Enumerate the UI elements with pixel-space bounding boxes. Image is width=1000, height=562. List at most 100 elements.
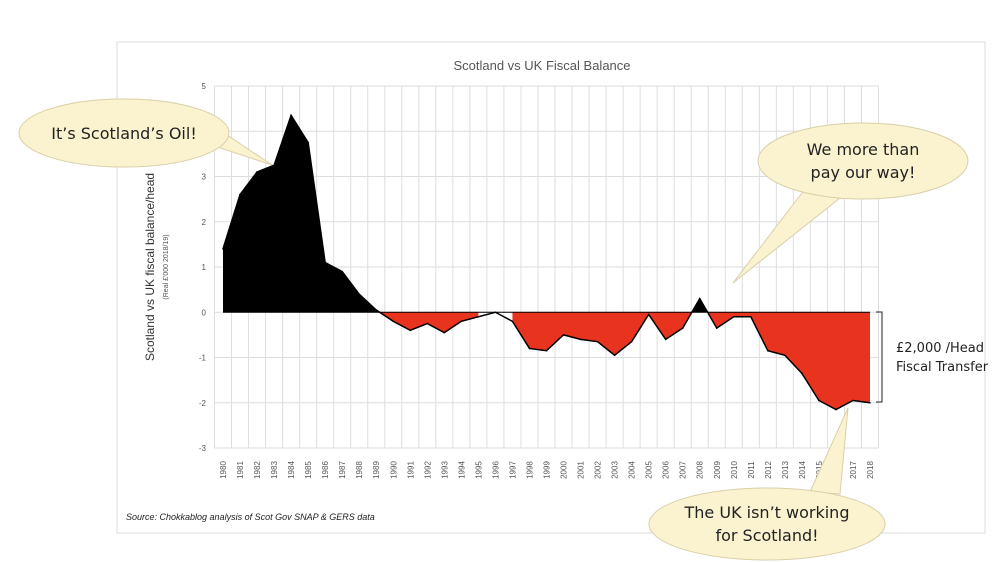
x-tick-label: 1993 bbox=[440, 461, 449, 479]
data-point bbox=[562, 334, 565, 336]
data-point bbox=[307, 141, 309, 144]
data-point bbox=[732, 315, 735, 318]
y-tick-label: 0 bbox=[202, 308, 207, 317]
surplus-area bbox=[691, 298, 708, 313]
data-point bbox=[681, 327, 684, 329]
data-point bbox=[545, 349, 548, 352]
x-tick-label: 1980 bbox=[219, 461, 228, 479]
x-tick-label: 2008 bbox=[696, 461, 705, 479]
x-tick-label: 1996 bbox=[491, 461, 500, 479]
data-point bbox=[239, 193, 241, 196]
data-point bbox=[613, 354, 616, 357]
data-point bbox=[869, 401, 871, 404]
data-point bbox=[852, 399, 854, 402]
x-tick-label: 2010 bbox=[730, 461, 739, 479]
y-axis-sublabel: (Real £'000 2018/19) bbox=[163, 234, 170, 299]
callout-pay: We more than pay our way! bbox=[732, 122, 969, 284]
transfer-bracket bbox=[876, 311, 883, 403]
x-tick-label: 2015 bbox=[815, 461, 824, 479]
x-tick-label: 2017 bbox=[849, 461, 858, 479]
data-point bbox=[664, 338, 667, 341]
data-point bbox=[392, 320, 395, 323]
deficit-area bbox=[707, 312, 870, 410]
x-tick-label: 1992 bbox=[423, 461, 432, 479]
data-point bbox=[460, 320, 463, 323]
data-point bbox=[358, 293, 361, 295]
data-point bbox=[511, 320, 514, 323]
transfer-label-line2: Fiscal Transfer bbox=[896, 360, 989, 375]
callout-uk-tail bbox=[809, 407, 849, 495]
x-tick-label: 2018 bbox=[866, 461, 875, 479]
y-tick-label: -2 bbox=[199, 399, 207, 408]
callout-pay-bubble bbox=[757, 122, 969, 200]
x-axis-ticks: 1980 1981 1982 1983 1984 1985 1986 1987 1988 1989… bbox=[219, 461, 875, 479]
data-point bbox=[630, 340, 633, 343]
y-tick-label: 2 bbox=[202, 218, 207, 227]
data-point bbox=[409, 329, 412, 332]
data-point bbox=[579, 338, 582, 341]
x-tick-label: 2004 bbox=[628, 461, 637, 479]
transfer-label-line1: £2,000 /Head bbox=[896, 341, 984, 356]
x-tick-label: 2011 bbox=[747, 461, 756, 479]
callout-pay-tail bbox=[732, 184, 847, 284]
x-tick-label: 1983 bbox=[270, 461, 279, 479]
data-point bbox=[698, 297, 701, 300]
deficit-area bbox=[379, 312, 479, 333]
x-tick-label: 1985 bbox=[304, 461, 313, 479]
x-tick-label: 2005 bbox=[645, 461, 654, 479]
data-point bbox=[647, 313, 650, 316]
x-tick-label: 2006 bbox=[662, 461, 671, 479]
y-axis-label: Scotland vs UK fiscal balance/head bbox=[143, 173, 157, 361]
surplus-area bbox=[223, 115, 380, 313]
data-point bbox=[767, 349, 769, 352]
x-tick-label: 1997 bbox=[508, 461, 517, 479]
callout-uk: The UK isn’t working for Scotland! bbox=[648, 407, 886, 561]
callout-oil-text: It’s Scotland’s Oil! bbox=[51, 124, 196, 143]
data-point bbox=[528, 347, 531, 350]
data-point bbox=[818, 399, 820, 402]
data-point bbox=[784, 354, 786, 357]
x-tick-label: 2000 bbox=[560, 461, 569, 479]
chart-title: Scotland vs UK Fiscal Balance bbox=[453, 58, 630, 73]
y-tick-label: 1 bbox=[202, 263, 207, 272]
data-area bbox=[222, 113, 871, 411]
data-point bbox=[426, 322, 429, 325]
x-tick-label: 1984 bbox=[287, 461, 296, 479]
x-tick-label: 1981 bbox=[236, 461, 245, 479]
y-tick-label: -1 bbox=[199, 354, 207, 363]
x-tick-label: 1990 bbox=[389, 461, 398, 479]
chart-frame bbox=[116, 41, 986, 534]
x-tick-label: 1998 bbox=[525, 461, 534, 479]
x-tick-label: 1999 bbox=[543, 461, 552, 479]
y-tick-label: 5 bbox=[202, 82, 207, 91]
x-tick-label: 1987 bbox=[338, 461, 347, 479]
data-point bbox=[443, 331, 446, 334]
data-point bbox=[801, 372, 803, 375]
data-point bbox=[273, 164, 275, 166]
data-point bbox=[835, 408, 837, 411]
data-point bbox=[290, 114, 292, 117]
data-point bbox=[715, 327, 718, 329]
source-note: Source: Chokkablog analysis of Scot Gov … bbox=[126, 512, 375, 522]
data-point bbox=[596, 340, 599, 343]
x-tick-label: 2003 bbox=[611, 461, 620, 479]
callout-uk-text-line2: for Scotland! bbox=[715, 526, 818, 545]
x-tick-label: 2012 bbox=[764, 461, 773, 479]
x-tick-label: 2001 bbox=[577, 461, 586, 479]
data-point bbox=[341, 270, 343, 273]
x-tick-label: 1989 bbox=[372, 461, 381, 479]
data-point bbox=[494, 311, 497, 314]
x-tick-label: 2009 bbox=[713, 461, 722, 479]
data-point bbox=[375, 309, 378, 311]
callout-uk-bubble bbox=[648, 487, 886, 561]
x-tick-label: 1988 bbox=[355, 461, 364, 479]
x-tick-label: 2007 bbox=[679, 461, 688, 479]
y-tick-label: -3 bbox=[199, 444, 207, 453]
callout-pay-text-line1: We more than bbox=[807, 140, 920, 159]
callout-oil-bubble bbox=[18, 98, 230, 168]
deficit-area bbox=[512, 312, 692, 356]
data-point bbox=[222, 248, 224, 250]
y-tick-label: 3 bbox=[202, 173, 207, 182]
callout-oil: It’s Scotland’s Oil! bbox=[18, 98, 273, 168]
